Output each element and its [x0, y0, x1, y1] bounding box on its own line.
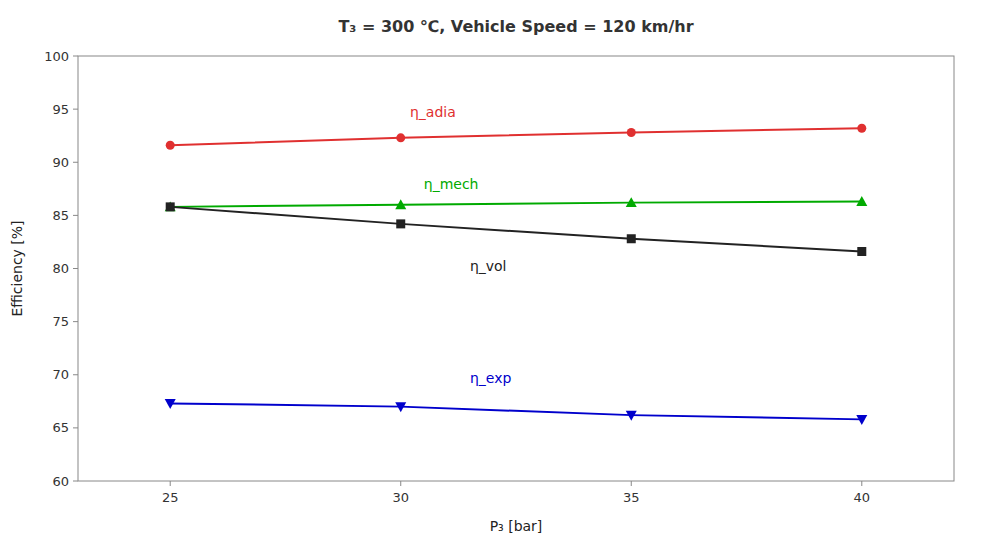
plot-data	[165, 124, 868, 425]
y-tick-label: 100	[44, 49, 69, 64]
x-tick-label: 40	[854, 490, 871, 505]
y-tick	[73, 374, 78, 375]
y-tick-label: 85	[52, 208, 69, 223]
x-tick-label: 35	[623, 490, 640, 505]
series-line	[170, 128, 862, 145]
series	[166, 124, 867, 150]
annotation: η_adia	[410, 104, 456, 120]
y-tick	[73, 427, 78, 428]
series	[166, 202, 867, 256]
series-marker	[395, 199, 406, 209]
series	[165, 399, 868, 425]
series-marker	[627, 128, 636, 137]
annotation: η_mech	[424, 176, 479, 192]
y-tick	[73, 321, 78, 322]
series-marker	[627, 234, 636, 243]
series-marker	[856, 415, 867, 425]
series-marker	[165, 201, 176, 211]
series-marker	[165, 399, 176, 409]
series-marker	[166, 202, 175, 211]
series-marker	[856, 196, 867, 206]
x-tick	[170, 481, 171, 486]
x-axis-label: P₃ [bar]	[490, 518, 543, 534]
y-tick	[73, 56, 78, 57]
y-tick	[73, 268, 78, 269]
y-tick-label: 75	[52, 314, 69, 329]
chart-container: 25 30 35 40 60 65 70 75 80 85 90 95 100 P₃ [bar] Effic…	[0, 0, 984, 547]
y-tick-label: 95	[52, 102, 69, 117]
series-marker	[396, 133, 405, 142]
x-tick-label: 25	[162, 490, 179, 505]
x-tick-label: 30	[392, 490, 409, 505]
y-tick	[73, 109, 78, 110]
y-tick-label: 80	[52, 261, 69, 276]
y-tick	[73, 481, 78, 482]
series-marker	[395, 402, 406, 412]
y-tick	[73, 215, 78, 216]
y-tick-label: 65	[52, 420, 69, 435]
series-marker	[396, 219, 405, 228]
y-tick-label: 90	[52, 155, 69, 170]
series-marker	[857, 124, 866, 133]
plot-frame	[78, 56, 954, 481]
x-tick	[631, 481, 632, 486]
series-marker	[857, 247, 866, 256]
y-tick	[73, 162, 78, 163]
series-line	[170, 207, 862, 252]
series-line	[170, 403, 862, 419]
annotation: η_exp	[470, 370, 512, 386]
annotation: η_vol	[470, 258, 507, 274]
y-axis-label: Efficiency [%]	[9, 220, 25, 316]
series-line	[170, 202, 862, 207]
series-marker	[626, 197, 637, 207]
series	[165, 196, 868, 211]
y-tick-label: 70	[52, 367, 69, 382]
x-tick	[400, 481, 401, 486]
series-marker	[166, 141, 175, 150]
axes: 25 30 35 40 60 65 70 75 80 85 90 95 100	[44, 49, 870, 506]
title: T₃ = 300 ℃, Vehicle Speed = 120 km/hr	[338, 17, 693, 36]
chart: 25 30 35 40 60 65 70 75 80 85 90 95 100 P₃ [bar] Effic…	[0, 0, 984, 547]
y-tick-label: 60	[52, 474, 69, 489]
x-tick	[861, 481, 862, 486]
series-marker	[626, 411, 637, 421]
annotations: η_adia η_mech η_vol η_exp	[410, 104, 511, 387]
